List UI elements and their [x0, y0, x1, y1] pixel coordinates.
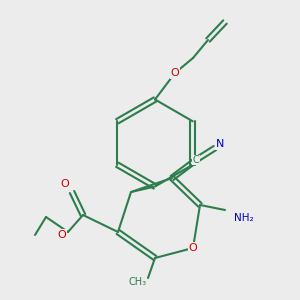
Text: N: N	[216, 139, 224, 149]
Text: O: O	[189, 243, 197, 253]
Text: CH₃: CH₃	[129, 277, 147, 287]
Text: O: O	[61, 179, 69, 189]
Text: C: C	[193, 155, 200, 165]
Text: O: O	[58, 230, 66, 240]
Text: NH₂: NH₂	[234, 213, 254, 223]
Text: O: O	[171, 68, 179, 78]
